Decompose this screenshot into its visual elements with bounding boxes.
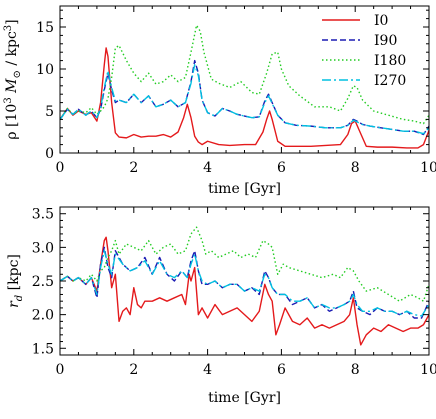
y-tick-label: 3.5 [32,207,54,223]
y-label-part: ] [4,19,20,24]
series-line-i90 [60,246,429,319]
y-label-part: ρ [10 [4,104,20,140]
y-label-part: r [6,300,22,308]
y-label-sub: ⊙ [12,70,23,78]
y-label-sub: d [14,295,25,301]
series-line-i0 [60,47,429,149]
series-group [60,24,429,149]
y-tick-label: 10 [36,62,54,78]
x-tick-label: 6 [277,160,286,176]
y-tick-label: 3.0 [32,240,54,256]
x-tick-label: 0 [56,362,65,378]
x-tick-label: 4 [203,362,212,378]
x-axis-label: time [Gyr] [208,390,281,406]
series-line-i180 [60,226,429,302]
y-axis-label: rd [kpc] [6,254,25,308]
x-tick-label: 10 [420,362,436,378]
series-group [60,226,429,346]
legend-label-i0: I0 [374,13,388,29]
series-line-i270 [60,64,429,135]
series-line-i270 [60,250,429,317]
series-line-i180 [60,24,429,125]
y-tick-label: 5 [45,104,54,120]
series-line-i0 [60,236,429,346]
x-tick-label: 4 [203,160,212,176]
series-line-i90 [60,59,429,136]
radius-panel: 0 2 4 6 8 10 1.5 2.0 2.5 3.0 3.5 time [Gyr] rd [kpc] [6,206,436,406]
legend-label-i180: I180 [374,53,406,69]
y-label-part: M [4,78,20,97]
y-tick-label: 2.5 [32,274,54,290]
y-tick-label: 0 [45,146,54,162]
y-label-part: / kpc [4,31,20,70]
x-tick-label: 8 [351,362,360,378]
y-label-part: [kpc] [6,254,22,295]
legend-label-i90: I90 [374,33,397,49]
x-tick-label: 0 [56,160,65,176]
y-axis-label: ρ [103 M⊙ / kpc3] [3,19,23,139]
x-axis-label: time [Gyr] [208,181,281,197]
legend-label-i270: I270 [374,73,406,89]
x-tick-label: 2 [129,160,138,176]
x-tick-label: 6 [277,362,286,378]
x-tick-label: 8 [351,160,360,176]
y-label-sup: 3 [3,97,14,103]
y-tick-label: 2.0 [32,308,54,324]
y-label-sup: 3 [3,25,14,31]
x-tick-label: 10 [420,160,436,176]
x-tick-label: 2 [129,362,138,378]
y-tick-label: 1.5 [32,341,54,357]
y-tick-label: 15 [36,20,54,36]
